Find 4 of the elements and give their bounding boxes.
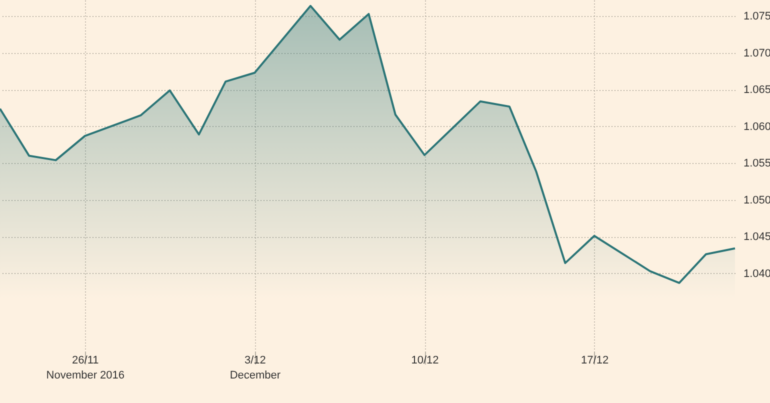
x-tick-label: 3/12 December bbox=[230, 354, 281, 382]
x-tick-label: 17/12 bbox=[581, 354, 609, 366]
x-tick-label: 10/12 bbox=[411, 354, 439, 366]
x-tick-label: 26/11 November 2016 bbox=[46, 354, 125, 382]
